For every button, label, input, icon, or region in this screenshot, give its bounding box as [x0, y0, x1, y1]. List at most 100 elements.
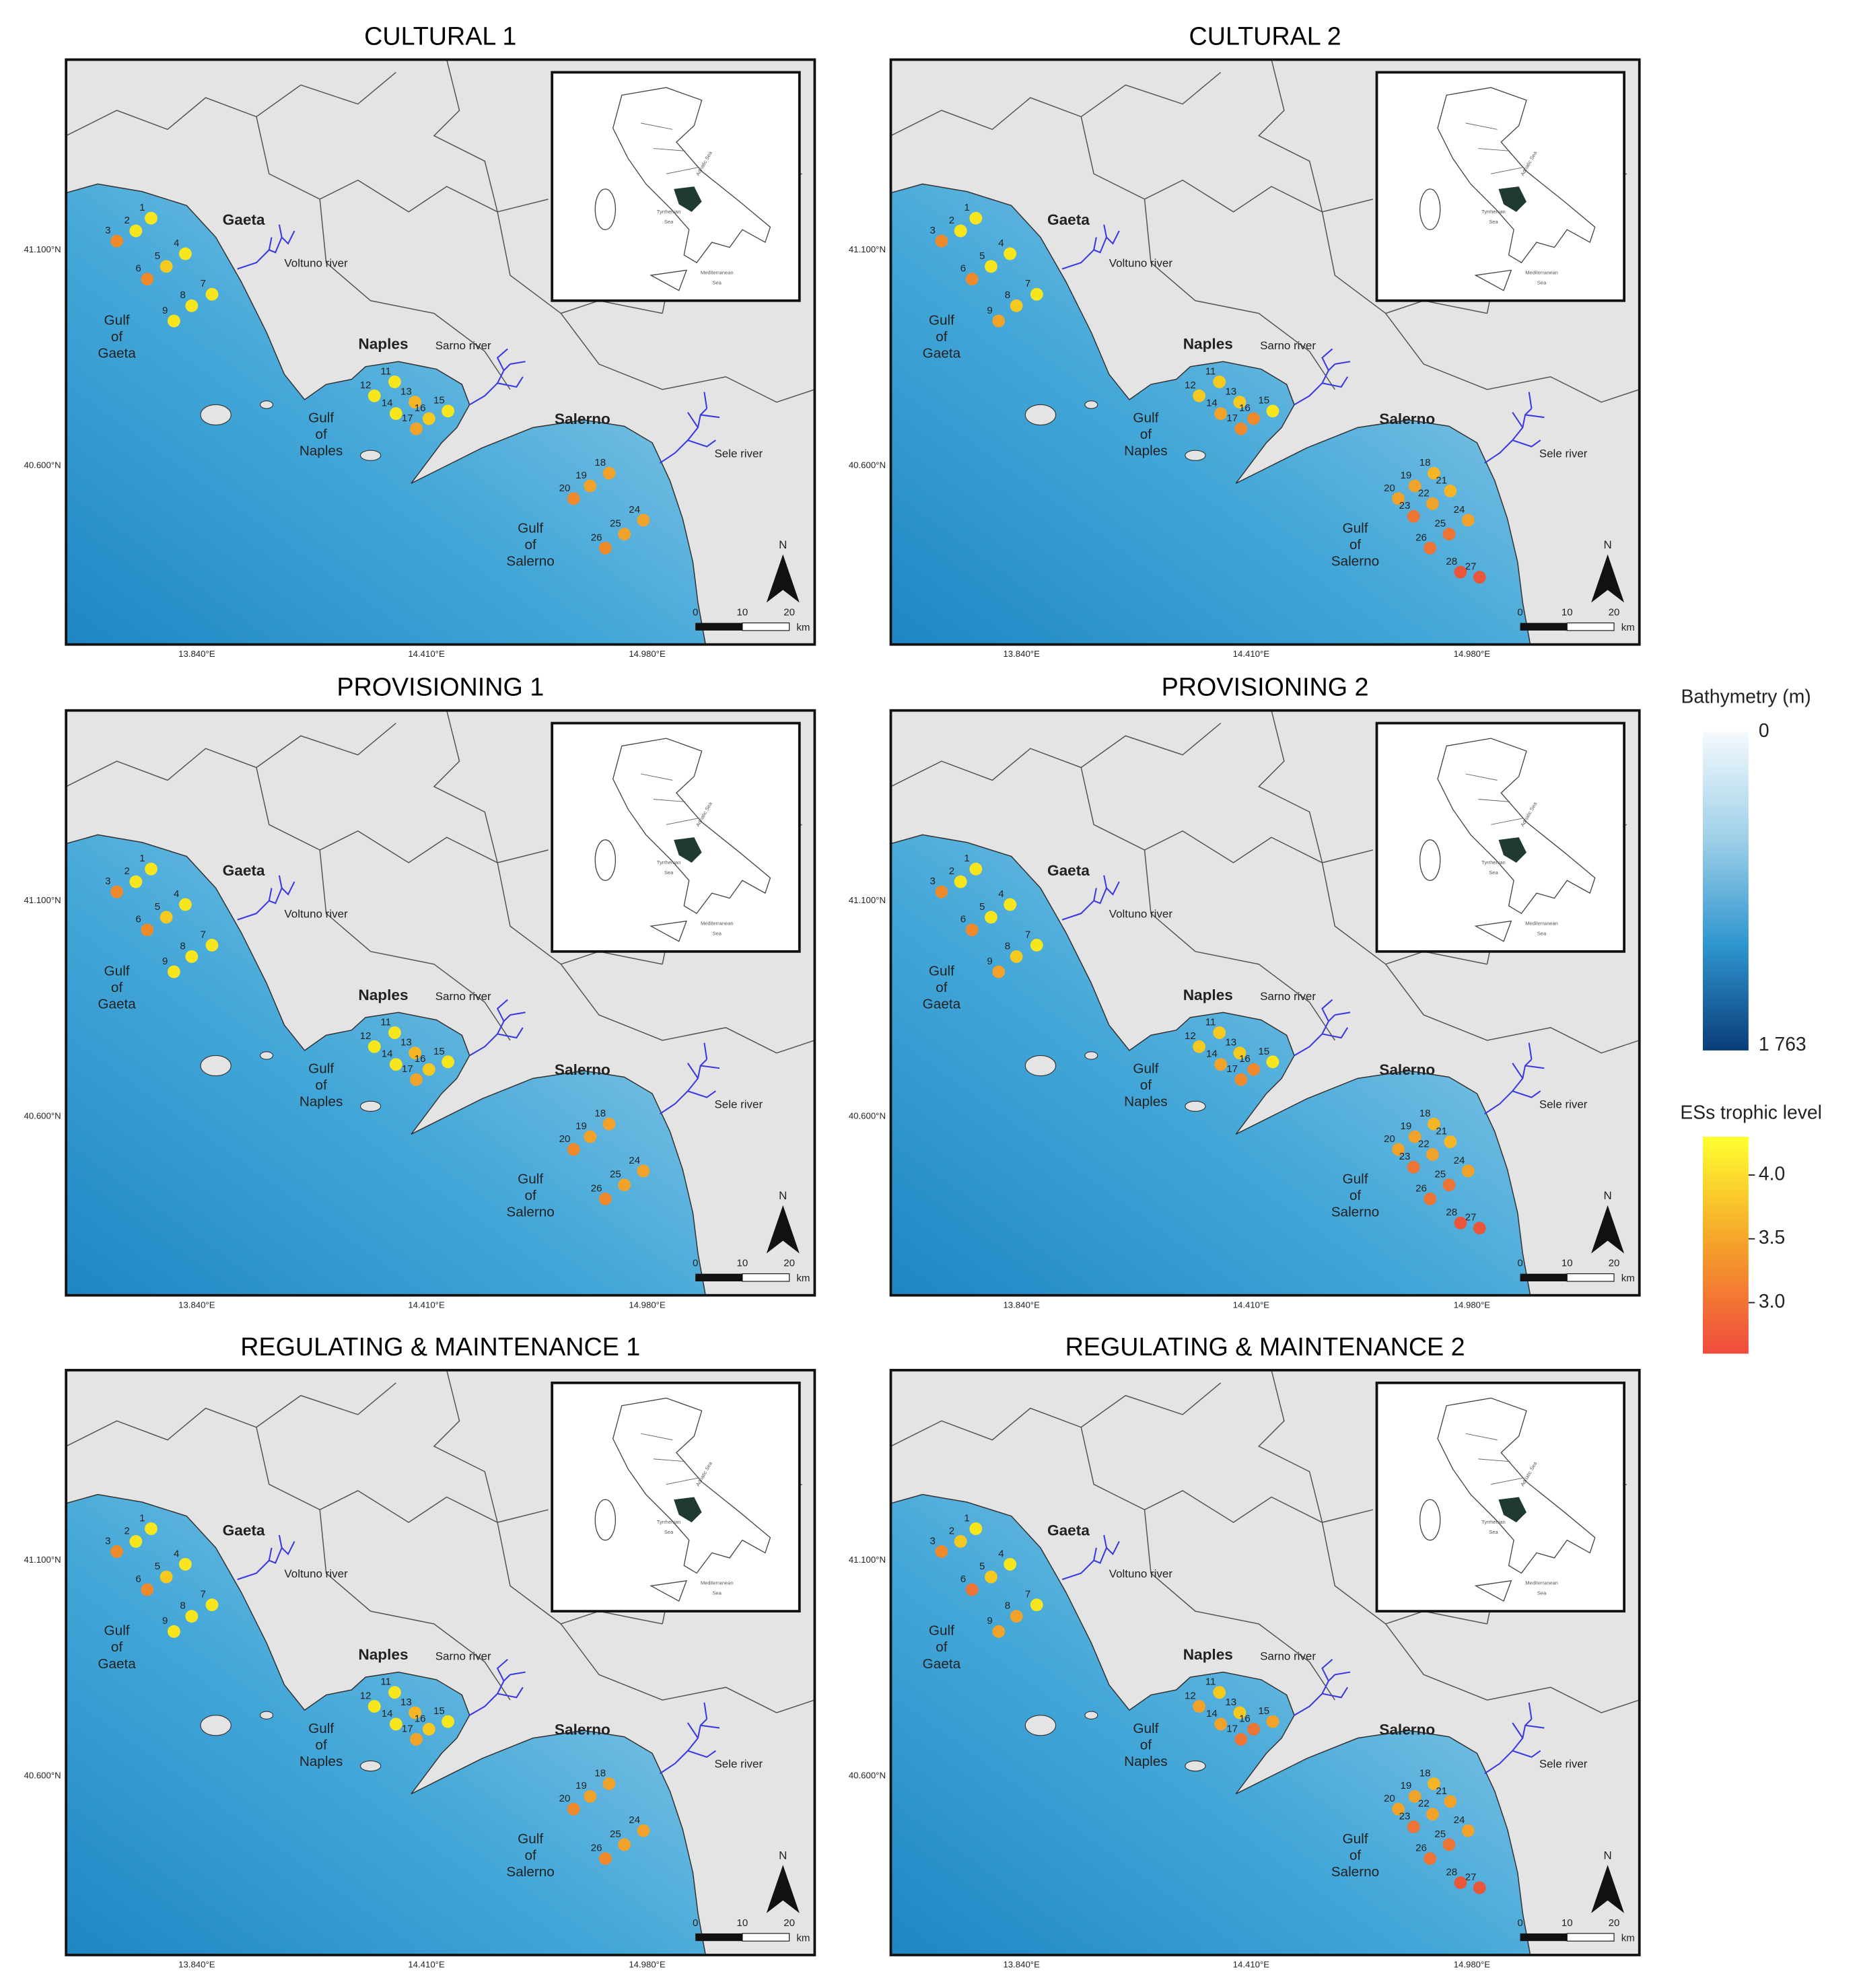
- lon-tick-label: 13.840°E: [1003, 1960, 1040, 1970]
- station-dot: [178, 898, 192, 911]
- region-border: [1321, 1522, 1640, 1713]
- region-border: [1321, 211, 1640, 403]
- lat-tick-label: 41.100°N: [24, 895, 61, 905]
- city-label: Salerno: [555, 411, 610, 427]
- station-label: 15: [433, 395, 445, 406]
- station-dot: [637, 1164, 650, 1178]
- scale-bar-dark: [1520, 623, 1568, 631]
- station-label: 18: [594, 1108, 606, 1119]
- inset-label: Sea: [1537, 930, 1547, 936]
- inset-label: Mediterranean: [1525, 269, 1558, 275]
- station-dot: [1233, 396, 1247, 409]
- panel-title: REGULATING & MAINTENANCE 1: [240, 1333, 640, 1361]
- station-dot: [567, 1143, 580, 1156]
- station-dot: [141, 923, 154, 937]
- map-frame: [65, 1369, 816, 1956]
- station-dot: [409, 1046, 422, 1060]
- gulf-label: Gulf: [1133, 1721, 1158, 1736]
- lat-tick-label: 40.600°N: [24, 1771, 61, 1781]
- station-dot: [598, 1852, 612, 1866]
- lon-tick-label: 14.410°E: [1233, 1300, 1270, 1310]
- station-dot: [167, 965, 180, 979]
- scale-label: 10: [1562, 1917, 1573, 1929]
- map-panel: Adriatic SeaTyrrhenianSeaMediterraneanSe…: [24, 1369, 816, 1970]
- station-label: 3: [105, 1535, 110, 1547]
- station-dot: [1461, 1824, 1475, 1837]
- inset-label: Mediterranean: [1525, 920, 1558, 926]
- north-arrow: [766, 1865, 800, 1913]
- station-label: 8: [180, 940, 185, 952]
- station-label: 23: [1399, 1151, 1411, 1162]
- station-label: 25: [610, 518, 621, 530]
- station-label: 3: [930, 225, 936, 236]
- station-label: 5: [155, 250, 160, 262]
- river: [1484, 392, 1545, 464]
- lat-tick-label: 40.600°N: [849, 460, 886, 470]
- station-dot: [618, 1838, 631, 1851]
- station-label: 8: [180, 1600, 185, 1612]
- station-dot: [442, 404, 455, 418]
- river: [1294, 999, 1351, 1057]
- inset-label: Sea: [664, 219, 674, 225]
- panel-title: CULTURAL 2: [1189, 22, 1341, 50]
- region-border: [256, 767, 549, 863]
- inset-regions: [1465, 773, 1523, 825]
- gulf-label: Naples: [300, 443, 343, 459]
- station-label: 9: [162, 305, 168, 316]
- station-label: 9: [987, 1615, 992, 1627]
- gulf-label: of: [524, 1847, 536, 1863]
- island-capri: [1185, 450, 1206, 461]
- lon-tick-label: 14.980°E: [629, 1960, 666, 1970]
- station-label: 18: [1419, 1108, 1431, 1119]
- inset-sicily: [1474, 920, 1512, 942]
- lon-tick-label: 14.980°E: [1454, 1300, 1491, 1310]
- station-dot: [1442, 1838, 1456, 1851]
- station-dot: [1461, 1164, 1475, 1178]
- river: [659, 392, 720, 464]
- station-dot: [1427, 1117, 1440, 1131]
- island-procida: [260, 1711, 274, 1719]
- gulf-label: of: [936, 980, 948, 995]
- station-label: 12: [1185, 1690, 1196, 1701]
- station-dot: [985, 911, 997, 924]
- scale-label: 20: [1609, 1917, 1620, 1929]
- station-label: 24: [1454, 1155, 1465, 1166]
- region-border: [1257, 59, 1323, 212]
- station-label: 27: [1465, 1212, 1477, 1223]
- station-dot: [110, 1545, 123, 1558]
- station-dot: [1408, 1789, 1422, 1803]
- gulf-label: Gulf: [1133, 411, 1158, 426]
- city-label: Naples: [1183, 1646, 1233, 1663]
- station-label: 12: [1185, 1030, 1196, 1042]
- gulf-label: Salerno: [506, 1205, 554, 1220]
- gulf-label: Naples: [1124, 1754, 1168, 1769]
- city-label: Gaeta: [1047, 211, 1090, 228]
- lat-tick-label: 41.100°N: [24, 1555, 61, 1565]
- river: [1061, 875, 1120, 921]
- region-border: [433, 59, 498, 212]
- station-label: 20: [1384, 1793, 1395, 1804]
- station-dot: [567, 492, 580, 505]
- station-label: 1: [964, 853, 969, 864]
- scale-label: 0: [693, 607, 698, 618]
- colorbar: [1702, 732, 1749, 1051]
- inset-sicily: [1474, 269, 1512, 291]
- region-border: [1080, 767, 1374, 863]
- gulf-label: Gaeta: [923, 345, 961, 361]
- station-dot: [1473, 1221, 1486, 1235]
- island-ischia: [200, 1715, 232, 1736]
- station-label: 2: [124, 1525, 129, 1536]
- island-ischia: [1024, 1055, 1057, 1077]
- station-label: 14: [382, 1049, 393, 1060]
- inset-sicily: [650, 920, 688, 942]
- lon-tick-label: 13.840°E: [1003, 1300, 1040, 1310]
- inset-label: Mediterranean: [701, 1580, 734, 1586]
- station-dot: [110, 885, 123, 898]
- river-label: Sarno river: [435, 990, 491, 1003]
- station-label: 22: [1418, 1138, 1430, 1149]
- station-label: 16: [415, 1053, 426, 1065]
- station-label: 15: [1258, 395, 1269, 406]
- lon-tick-label: 13.840°E: [1003, 649, 1040, 659]
- scale-bar-dark: [1520, 1933, 1568, 1942]
- station-label: 9: [162, 956, 168, 967]
